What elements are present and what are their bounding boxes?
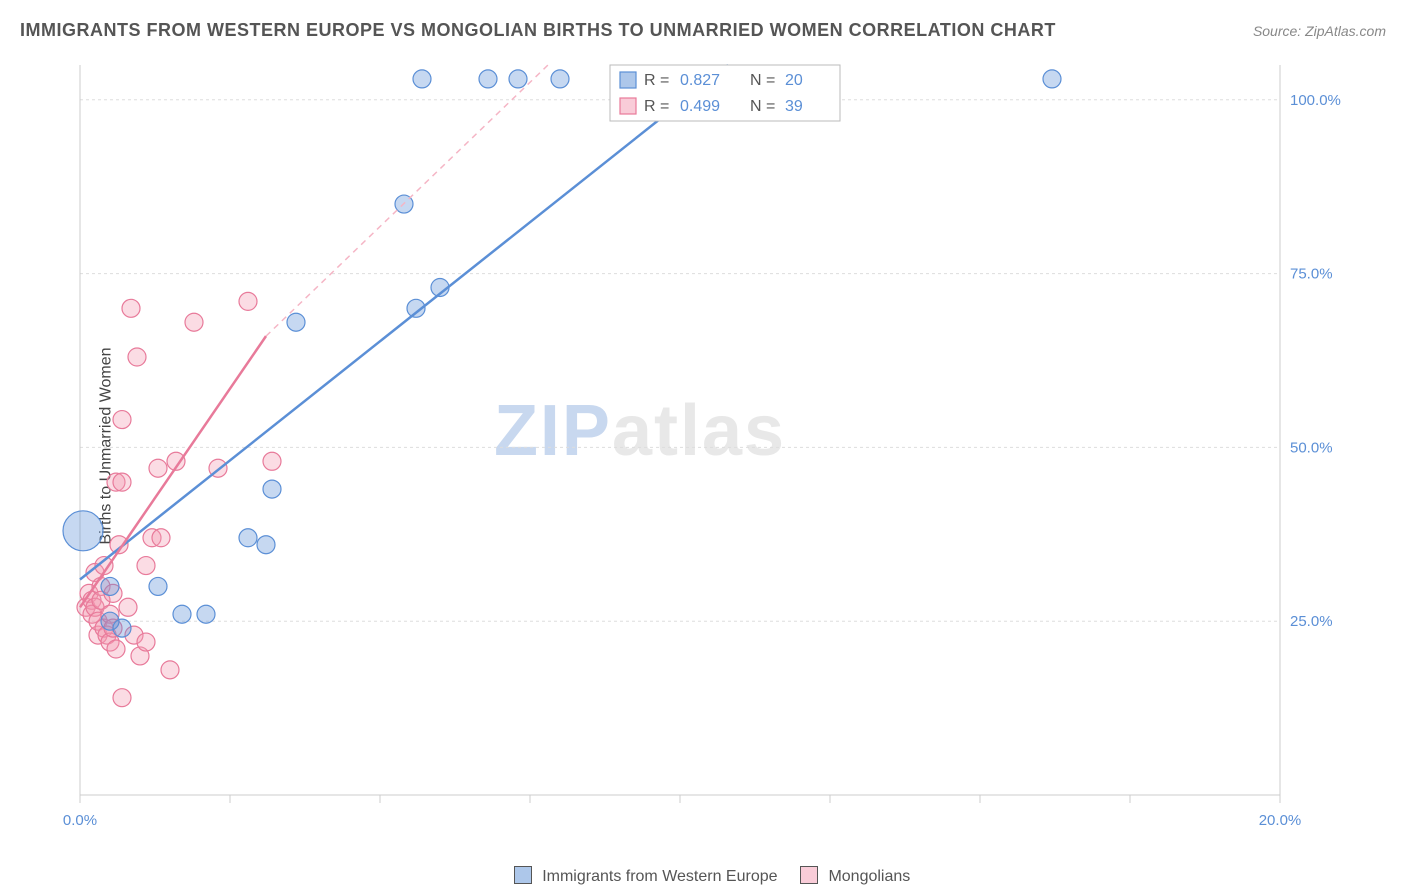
scatter-plot: ZIPatlas 25.0% 50.0% 75.0% 100.0% 0.0% 20.0% R … — [50, 55, 1350, 835]
point-immigrants — [509, 70, 527, 88]
legend-r-value: 0.499 — [680, 98, 720, 115]
point-immigrants — [197, 605, 215, 623]
point-mongolians — [239, 292, 257, 310]
x-tick-label: 0.0% — [63, 812, 97, 829]
point-immigrants — [479, 70, 497, 88]
point-mongolians — [263, 452, 281, 470]
point-mongolians — [113, 411, 131, 429]
chart-title: IMMIGRANTS FROM WESTERN EUROPE VS MONGOL… — [20, 20, 1056, 41]
trendline-pink — [80, 336, 266, 607]
source-caption: Source: ZipAtlas.com — [1253, 23, 1386, 39]
point-mongolians — [137, 633, 155, 651]
legend-swatch-pink — [800, 866, 818, 884]
legend-swatch — [620, 98, 636, 114]
point-mongolians — [119, 598, 137, 616]
legend-n-value: 39 — [785, 98, 803, 115]
point-immigrants — [173, 605, 191, 623]
legend-label-pink: Mongolians — [828, 868, 910, 885]
point-mongolians — [137, 557, 155, 575]
legend-n-label: N = — [750, 98, 775, 115]
legend-swatch-blue — [514, 866, 532, 884]
chart-area: ZIPatlas 25.0% 50.0% 75.0% 100.0% 0.0% 20.0% R … — [50, 55, 1350, 835]
legend-r-value: 0.827 — [680, 72, 720, 89]
legend-r-label: R = — [644, 72, 669, 89]
point-mongolians — [149, 459, 167, 477]
point-immigrants — [257, 536, 275, 554]
x-tick-label: 20.0% — [1259, 812, 1302, 829]
y-tick-label: 75.0% — [1290, 266, 1333, 283]
point-immigrants — [263, 480, 281, 498]
point-mongolians — [113, 473, 131, 491]
y-tick-label: 25.0% — [1290, 613, 1333, 630]
point-immigrants — [413, 70, 431, 88]
y-tick-label: 100.0% — [1290, 92, 1341, 109]
bottom-legend: Immigrants from Western Europe Mongolian… — [0, 866, 1406, 886]
point-mongolians — [185, 313, 203, 331]
legend-n-value: 20 — [785, 72, 803, 89]
point-immigrants — [287, 313, 305, 331]
point-mongolians — [122, 299, 140, 317]
point-mongolians — [152, 529, 170, 547]
legend-label-blue: Immigrants from Western Europe — [542, 868, 777, 885]
point-mongolians — [113, 689, 131, 707]
point-immigrants — [1043, 70, 1061, 88]
point-immigrants — [551, 70, 569, 88]
legend-r-label: R = — [644, 98, 669, 115]
point-immigrants — [149, 577, 167, 595]
point-immigrants — [101, 577, 119, 595]
trendline-blue — [80, 65, 728, 579]
point-immigrants — [63, 511, 103, 551]
point-immigrants — [239, 529, 257, 547]
watermark: ZIPatlas — [494, 391, 786, 471]
y-tick-label: 50.0% — [1290, 439, 1333, 456]
header-row: IMMIGRANTS FROM WESTERN EUROPE VS MONGOL… — [20, 20, 1386, 41]
point-mongolians — [161, 661, 179, 679]
point-immigrants — [113, 619, 131, 637]
point-mongolians — [128, 348, 146, 366]
legend-n-label: N = — [750, 72, 775, 89]
legend-swatch — [620, 72, 636, 88]
point-mongolians — [107, 640, 125, 658]
